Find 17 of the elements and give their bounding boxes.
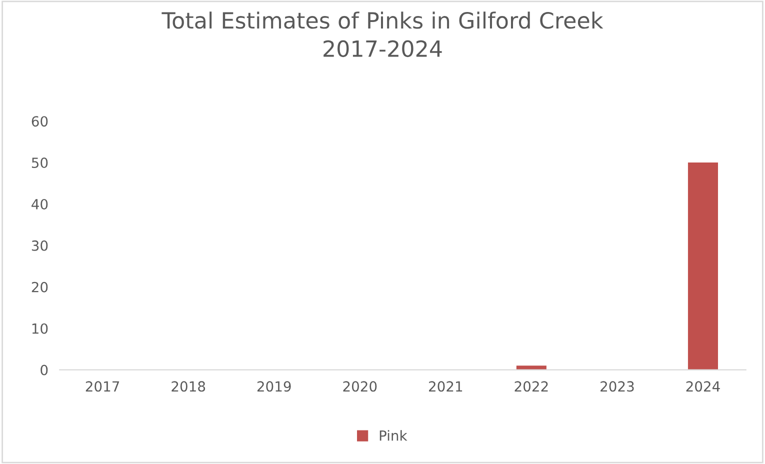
x-tick-label: 2019 — [257, 381, 291, 392]
y-tick-label: 30 — [32, 240, 48, 251]
x-tick-label: 2021 — [429, 381, 462, 392]
x-tick-label: 2020 — [343, 381, 377, 392]
legend-label: Pink — [380, 430, 408, 441]
x-tick-label: 2024 — [686, 381, 720, 392]
x-tick-label: 2022 — [514, 381, 548, 392]
y-tick-label: 40 — [32, 198, 48, 210]
y-tick-label: 50 — [32, 158, 48, 168]
y-tick-label: 0 — [40, 364, 48, 376]
x-tick-label: 2018 — [172, 381, 206, 392]
y-tick-label: 60 — [32, 116, 48, 127]
x-tick-label: 2017 — [86, 381, 120, 392]
chart-title: Total Estimates of Pinks in Gilford Creek 2017-2024 — [162, 12, 604, 58]
y-tick-label: 10 — [32, 323, 48, 334]
x-tick-label: 2023 — [600, 381, 634, 392]
y-tick-label: 20 — [32, 282, 48, 292]
